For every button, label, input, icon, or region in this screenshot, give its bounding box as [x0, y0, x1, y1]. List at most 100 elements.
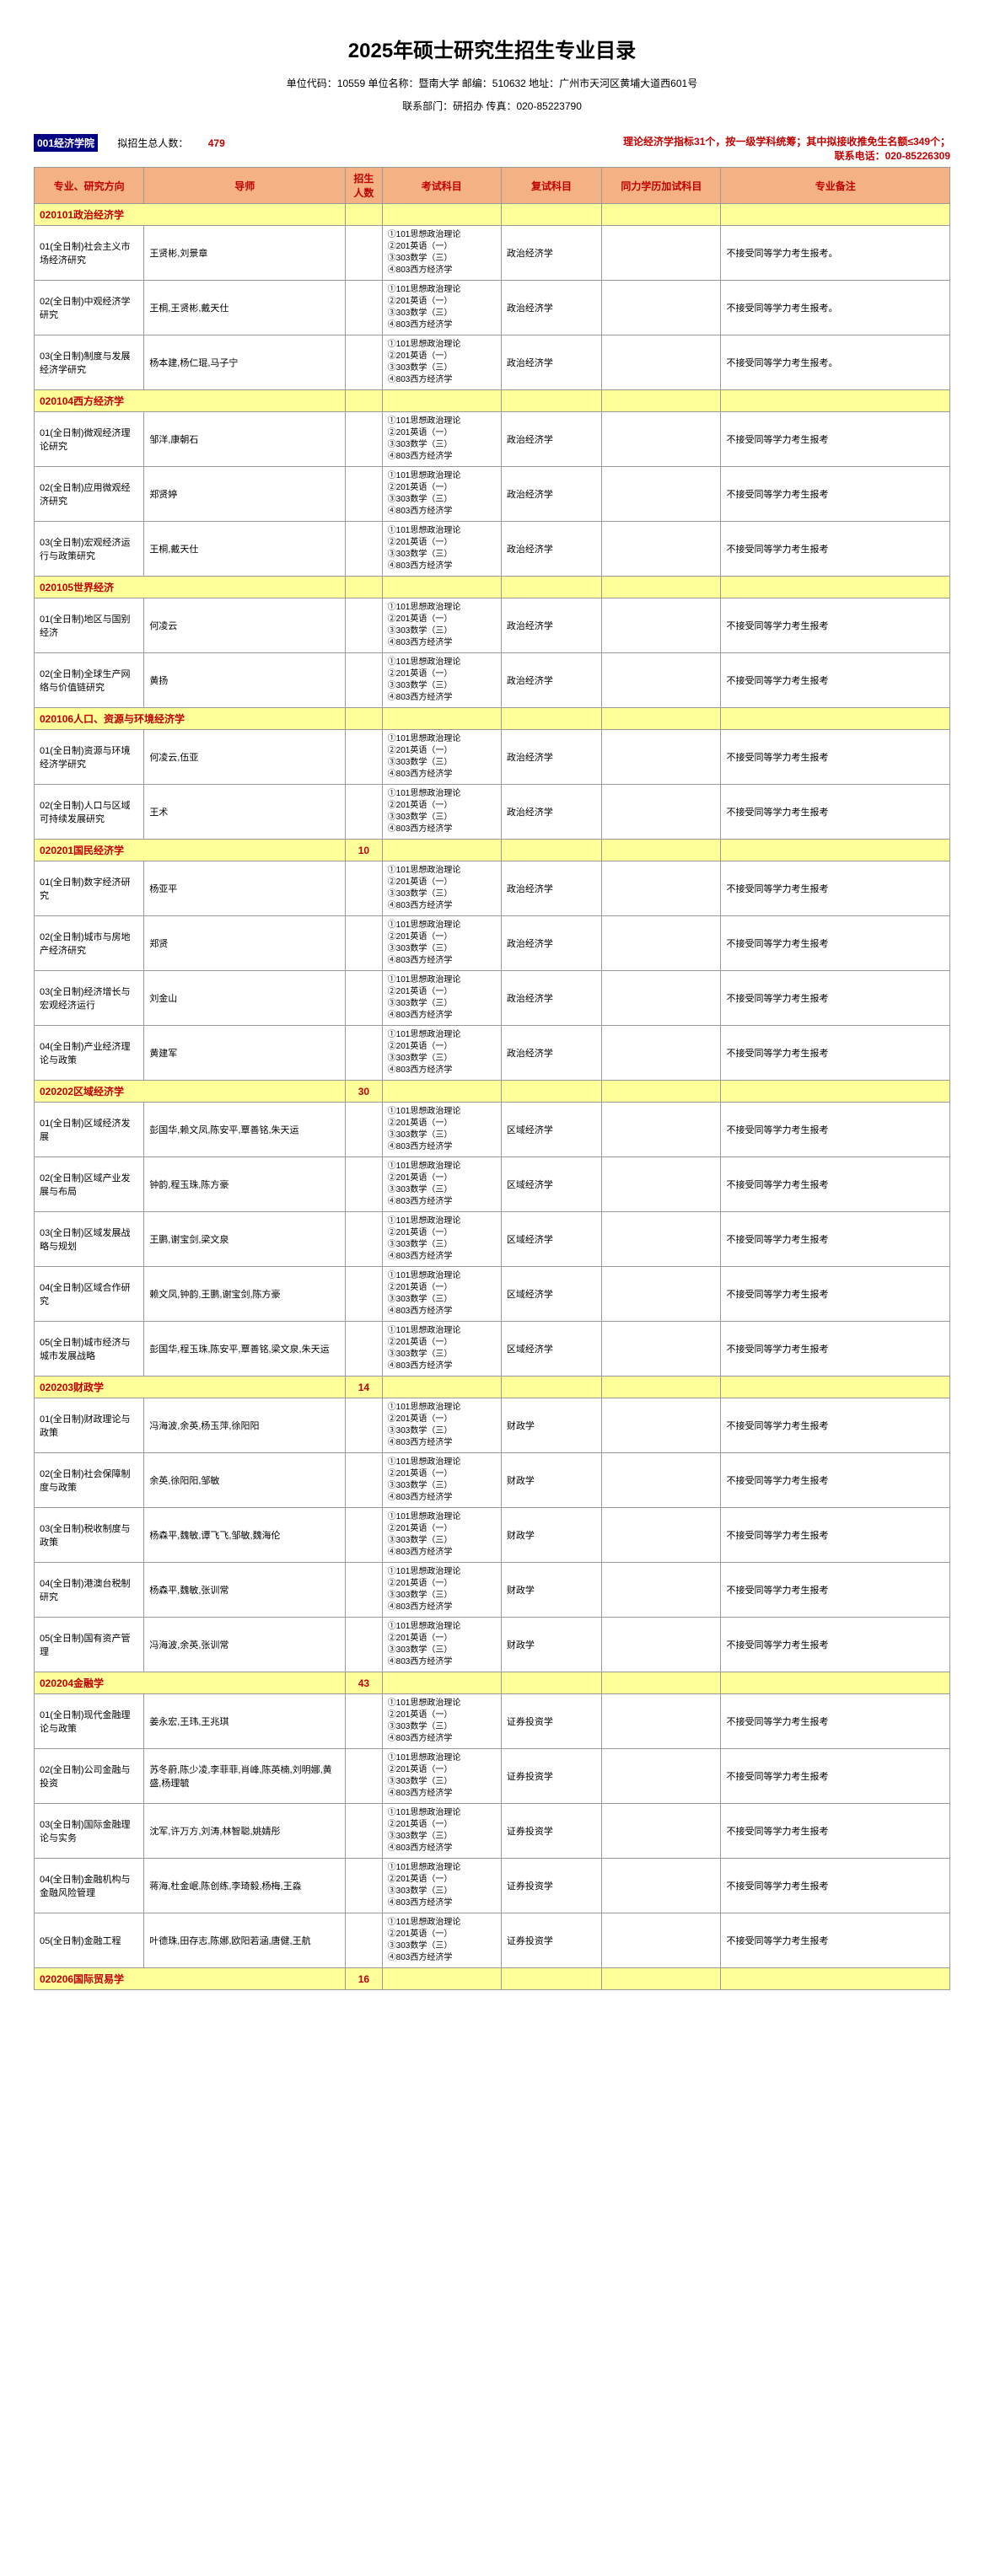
cell-retest: 政治经济学: [501, 467, 601, 522]
cell-same: [602, 522, 721, 577]
table-row: 02(全日制)中观经济学研究王桐,王贤彬,戴天仕①101思想政治理论②201英语…: [35, 281, 950, 335]
cell-same: [602, 412, 721, 467]
cell-same: [602, 1913, 721, 1968]
cell-retest: 财政学: [501, 1618, 601, 1672]
cell-retest: 证券投资学: [501, 1749, 601, 1804]
table-row: 03(全日制)宏观经济运行与政策研究王桐,戴天仕①101思想政治理论②201英语…: [35, 522, 950, 577]
table-row: 05(全日制)城市经济与城市发展战略彭国华,程玉珠,陈安平,覃善铭,梁文泉,朱天…: [35, 1322, 950, 1377]
cell-count: [346, 1749, 382, 1804]
cell-note: 不接受同等学力考生报考: [721, 1694, 950, 1749]
cell-count: [346, 1103, 382, 1157]
cell-exam: ①101思想政治理论②201英语（一）③303数学（三）④803西方经济学: [382, 1749, 501, 1804]
cell-exam: ①101思想政治理论②201英语（一）③303数学（三）④803西方经济学: [382, 598, 501, 653]
th-retest: 复试科目: [501, 168, 601, 204]
category-count: [346, 577, 382, 598]
cell-advisor: 蒋海,杜金岷,陈创练,李琦毅,杨梅,王淼: [144, 1859, 346, 1913]
cell-advisor: 杨亚平: [144, 861, 346, 916]
table-row: 02(全日制)人口与区域可持续发展研究王术①101思想政治理论②201英语（一）…: [35, 785, 950, 840]
cell-note: 不接受同等学力考生报考: [721, 1212, 950, 1267]
th-exam: 考试科目: [382, 168, 501, 204]
category-code: 020206国际贸易学: [35, 1968, 346, 1990]
category-code: 020204金融学: [35, 1672, 346, 1694]
cell-major: 02(全日制)应用微观经济研究: [35, 467, 144, 522]
cell-major: 04(全日制)产业经济理论与政策: [35, 1026, 144, 1081]
cell-major: 05(全日制)金融工程: [35, 1913, 144, 1968]
cell-advisor: 郑贤婷: [144, 467, 346, 522]
cell-advisor: 彭国华,赖文凤,陈安平,覃善铭,朱天运: [144, 1103, 346, 1157]
cell-count: [346, 730, 382, 785]
category-row: 020104西方经济学: [35, 390, 950, 412]
cell-major: 02(全日制)公司金融与投资: [35, 1749, 144, 1804]
table-row: 01(全日制)数字经济研究杨亚平 ①101思想政治理论②201英语（一）③303数…: [35, 861, 950, 916]
cell-exam: ①101思想政治理论②201英语（一）③303数学（三）④803西方经济学: [382, 971, 501, 1026]
cell-exam: ①101思想政治理论②201英语（一）③303数学（三）④803西方经济学: [382, 1157, 501, 1212]
catalog-table: 专业、研究方向 导师 招生人数 考试科目 复试科目 同力学历加试科目 专业备注 …: [34, 167, 950, 1990]
subtitle-2: 联系部门：研招办 传真：020-85223790: [34, 94, 950, 117]
cell-exam: ①101思想政治理论②201英语（一）③303数学（三）④803西方经济学: [382, 522, 501, 577]
cell-retest: 政治经济学: [501, 522, 601, 577]
cell-retest: 证券投资学: [501, 1804, 601, 1859]
cell-same: [602, 281, 721, 335]
cell-retest: 政治经济学: [501, 785, 601, 840]
cell-advisor: 沈军,许万方,刘涛,林智聪,姚婧彤: [144, 1804, 346, 1859]
cell-count: [346, 226, 382, 281]
table-row: 05(全日制)国有资产管理冯海波,余英,张训常①101思想政治理论②201英语（…: [35, 1618, 950, 1672]
category-count: [346, 708, 382, 730]
cell-major: 01(全日制)数字经济研究: [35, 861, 144, 916]
cell-same: [602, 1618, 721, 1672]
cell-advisor: 钟韵,程玉珠,陈方豪: [144, 1157, 346, 1212]
cell-same: [602, 1322, 721, 1377]
cell-count: [346, 785, 382, 840]
cell-same: [602, 1749, 721, 1804]
cell-exam: ①101思想政治理论②201英语（一）③303数学（三）④803西方经济学: [382, 1913, 501, 1968]
cell-exam: ①101思想政治理论②201英语（一）③303数学（三）④803西方经济学: [382, 1212, 501, 1267]
cell-advisor: 苏冬蔚,陈少凌,李菲菲,肖峰,陈英楠,刘明娜,黄盛,杨理毓: [144, 1749, 346, 1804]
cell-major: 05(全日制)国有资产管理: [35, 1618, 144, 1672]
cell-count: [346, 1212, 382, 1267]
subtitle-1: 单位代码：10559 单位名称：暨南大学 邮编：510632 地址：广州市天河区…: [34, 72, 950, 94]
category-count: [346, 204, 382, 226]
cell-count: [346, 412, 382, 467]
table-row: 01(全日制)地区与国别经济何凌云①101思想政治理论②201英语（一）③303…: [35, 598, 950, 653]
th-major: 专业、研究方向: [35, 168, 144, 204]
cell-count: [346, 1508, 382, 1563]
cell-same: [602, 916, 721, 971]
cell-advisor: 姜永宏,王玮,王兆琪: [144, 1694, 346, 1749]
cell-same: [602, 1398, 721, 1453]
cell-major: 03(全日制)制度与发展经济学研究: [35, 335, 144, 390]
cell-count: [346, 1398, 382, 1453]
cell-retest: 财政学: [501, 1563, 601, 1618]
cell-count: [346, 1694, 382, 1749]
table-row: 02(全日制)应用微观经济研究郑贤婷①101思想政治理论②201英语（一）③30…: [35, 467, 950, 522]
cell-same: [602, 1804, 721, 1859]
cell-advisor: 刘金山: [144, 971, 346, 1026]
cell-note: 不接受同等学力考生报考: [721, 1749, 950, 1804]
cell-note: 不接受同等学力考生报考。: [721, 335, 950, 390]
cell-same: [602, 1267, 721, 1322]
cell-retest: 政治经济学: [501, 971, 601, 1026]
cell-major: 04(全日制)金融机构与金融风险管理: [35, 1859, 144, 1913]
cell-same: [602, 335, 721, 390]
cell-exam: ①101思想政治理论②201英语（一）③303数学（三）④803西方经济学: [382, 785, 501, 840]
category-code: 020106人口、资源与环境经济学: [35, 708, 346, 730]
cell-count: [346, 1859, 382, 1913]
cell-count: [346, 861, 382, 916]
category-row: 020204金融学43: [35, 1672, 950, 1694]
cell-note: 不接受同等学力考生报考: [721, 1398, 950, 1453]
cell-exam: ①101思想政治理论②201英语（一）③303数学（三）④803西方经济学: [382, 335, 501, 390]
cell-exam: ①101思想政治理论②201英语（一）③303数学（三）④803西方经济学: [382, 861, 501, 916]
category-row: 020202区域经济学30: [35, 1081, 950, 1103]
cell-count: [346, 971, 382, 1026]
cell-same: [602, 1859, 721, 1913]
th-note: 专业备注: [721, 168, 950, 204]
cell-advisor: 王桐,戴天仕: [144, 522, 346, 577]
school-code: 001经济学院: [34, 134, 98, 152]
cell-retest: 财政学: [501, 1398, 601, 1453]
table-row: 04(全日制)产业经济理论与政策黄建军①101思想政治理论②201英语（一）③3…: [35, 1026, 950, 1081]
cell-same: [602, 1563, 721, 1618]
cell-major: 01(全日制)地区与国别经济: [35, 598, 144, 653]
cell-count: [346, 522, 382, 577]
cell-count: [346, 598, 382, 653]
cell-retest: 财政学: [501, 1508, 601, 1563]
cell-major: 03(全日制)国际金融理论与实务: [35, 1804, 144, 1859]
